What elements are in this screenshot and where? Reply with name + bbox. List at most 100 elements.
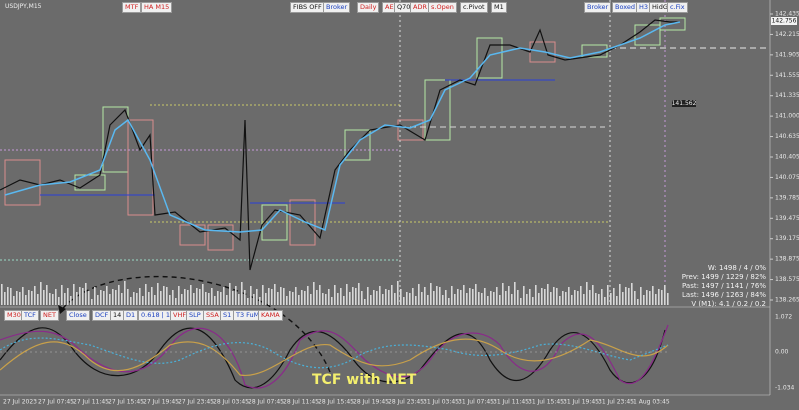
current-price: 142.756 [772, 18, 797, 25]
toolbar-button[interactable]: c.Pivot [460, 2, 488, 13]
toolbar-button[interactable]: D1 [123, 310, 139, 321]
oscillator-label: 1.072 [775, 314, 792, 321]
volume-bar [325, 294, 327, 305]
volume-bar [472, 289, 474, 305]
toolbar-button[interactable]: s.Open [428, 2, 457, 13]
toolbar-button[interactable]: M1 [491, 2, 507, 13]
volume-bar [28, 290, 30, 305]
volume-bar [364, 299, 366, 305]
toolbar-button[interactable]: Boxed [612, 2, 639, 13]
volume-bar [106, 286, 108, 305]
toolbar-button[interactable]: Broker [323, 2, 351, 13]
volume-bar [70, 296, 72, 305]
volume-bar [358, 283, 360, 305]
time-label: 28 Jul 11:45 [283, 399, 319, 406]
volume-bar [127, 289, 129, 305]
volume-bar [172, 290, 174, 305]
price-label: 140.405 [775, 154, 799, 161]
volume-bar [64, 293, 66, 305]
info-line: V (M1): 4.1 / 0.2 / 0.2 [691, 300, 766, 308]
toolbar-button[interactable]: MTF [122, 2, 142, 13]
volume-bar [211, 288, 213, 305]
volume-bar [634, 291, 636, 305]
volume-bar [391, 285, 393, 305]
volume-bar [343, 296, 345, 305]
volume-bar [148, 292, 150, 305]
toolbar-button[interactable]: ADR [410, 2, 430, 13]
volume-bar [532, 297, 534, 305]
volume-bar [34, 286, 36, 305]
volume-bar [7, 287, 9, 305]
volume-bar [313, 282, 315, 305]
volume-bar [208, 293, 210, 305]
time-label: 28 Jul 23:45 [388, 399, 424, 406]
volume-bar [178, 286, 180, 305]
volume-bar [538, 293, 540, 305]
marker-tag [672, 100, 696, 107]
volume-bar [274, 284, 276, 305]
oscillator-label: 0.00 [775, 349, 789, 356]
symbol: USDJPY,M15 [5, 3, 42, 10]
toolbar-button[interactable]: c.Fix [667, 2, 688, 13]
volume-bar [595, 293, 597, 305]
volume-bar [256, 289, 258, 305]
volume-bar [22, 287, 24, 305]
volume-bar [334, 285, 336, 305]
volume-bar [79, 287, 81, 305]
volume-bar [667, 293, 669, 305]
volume-bar [202, 284, 204, 305]
volume-bar [460, 290, 462, 305]
volume-bar [499, 295, 501, 305]
volume-bar [196, 288, 198, 305]
volume-bar [46, 285, 48, 305]
bear-box [4, 159, 41, 206]
price-label: 141.905 [775, 51, 799, 58]
volume-bar [136, 293, 138, 305]
toolbar-button[interactable]: HA M15 [141, 2, 173, 13]
annotation: TCF with NET [312, 372, 417, 388]
toolbar-button[interactable]: Broker [584, 2, 612, 13]
volume-bar [133, 292, 135, 305]
volume-bar [304, 291, 306, 305]
toolbar-button[interactable]: NET [40, 310, 59, 321]
toolbar-button[interactable]: Daily [357, 2, 380, 13]
volume-bar [589, 290, 591, 305]
volume-bar [487, 296, 489, 305]
toolbar-button[interactable]: SLP [186, 310, 204, 321]
volume-bar [454, 294, 456, 305]
time-label: 27 Jul 23:45 [178, 399, 214, 406]
volume-bar [640, 287, 642, 305]
volume-bar [319, 285, 321, 305]
toolbar-button[interactable]: Close [66, 310, 90, 321]
toolbar-button[interactable]: TCF [21, 310, 39, 321]
volume-bar [439, 287, 441, 305]
volume-bar [430, 283, 432, 305]
toolbar-button[interactable]: SSA [203, 310, 222, 321]
volume-bar [625, 287, 627, 305]
time-label: 28 Jul 03:45 [213, 399, 249, 406]
volume-bar [445, 290, 447, 305]
volume-bar [82, 288, 84, 305]
time-label: 27 Jul 07:45 [38, 399, 74, 406]
bull-box [424, 79, 451, 141]
volume-bar [559, 296, 561, 305]
price-label: 142.215 [775, 31, 799, 38]
volume-bar [16, 291, 18, 305]
volume-bar [316, 290, 318, 305]
current-price-tag [771, 17, 797, 25]
volume-bar [547, 284, 549, 305]
toolbar-button[interactable]: DCF [92, 310, 112, 321]
volume-bar [271, 289, 273, 305]
price-label: 141.000 [775, 113, 799, 120]
volume-bar [88, 291, 90, 305]
volume-bar [466, 293, 468, 305]
time-label: 31 Jul 03:45 [423, 399, 459, 406]
toolbar-button[interactable]: KAMA [258, 310, 283, 321]
volume-bar [352, 287, 354, 305]
price-label: 141.555 [775, 72, 799, 79]
ssa-line [0, 338, 669, 376]
volume-bar [310, 294, 312, 305]
volume-bar [265, 293, 267, 305]
toolbar-button[interactable]: FIBS OFF [290, 2, 325, 13]
